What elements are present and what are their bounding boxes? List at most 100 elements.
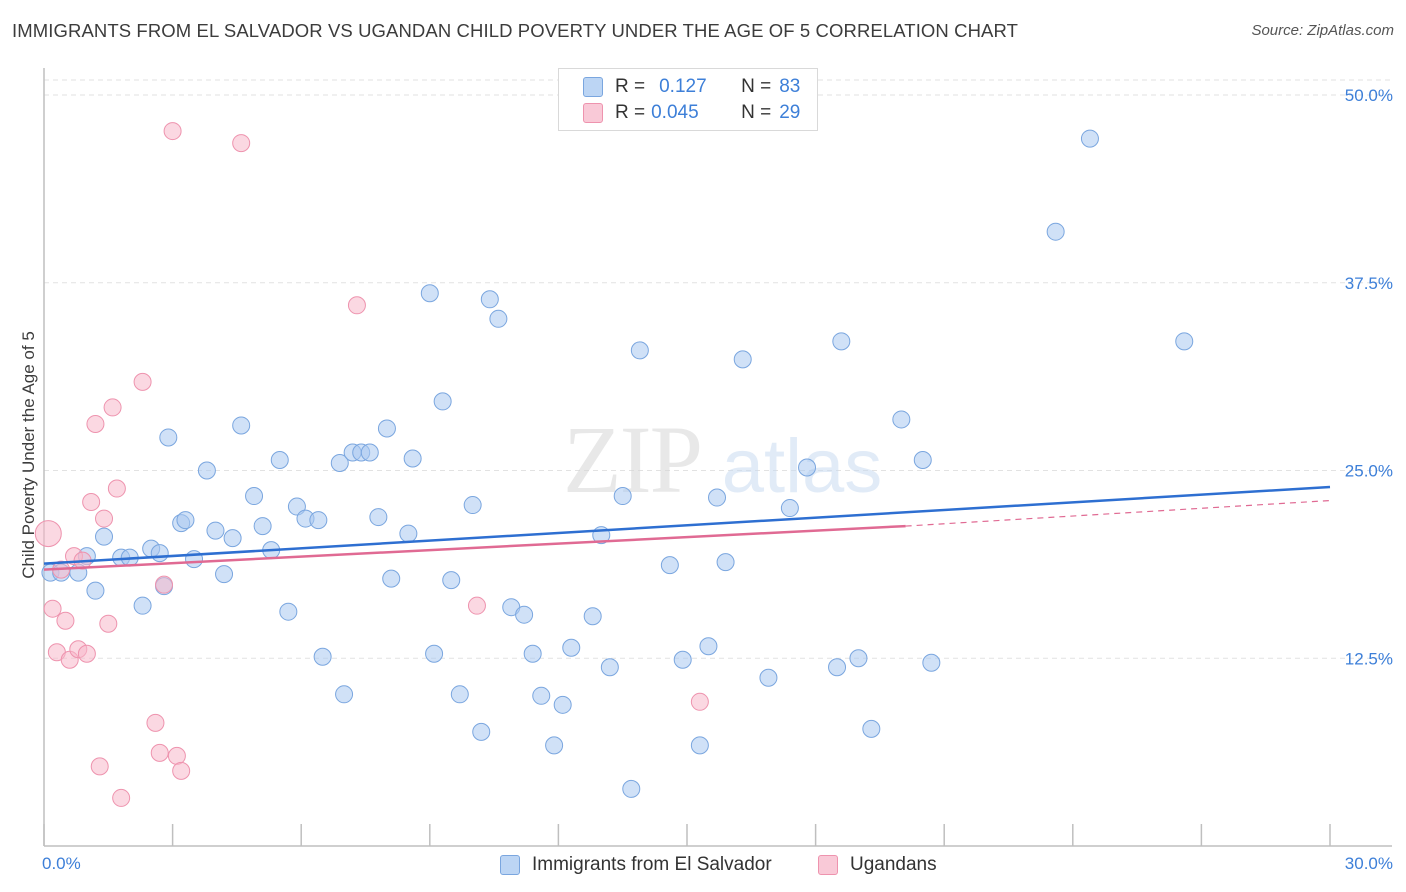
legend-swatch-blue [583,77,603,97]
data-point-ugandans [56,611,75,630]
data-point-ugandans [95,509,114,528]
legend-n-label: N = [741,76,772,97]
data-point-ugandans [107,479,126,498]
data-point-el-salvador [600,658,619,677]
data-point-el-salvador [425,644,444,663]
data-point-el-salvador [562,638,581,657]
legend-row-ugandans: R = 0.045 N = 29 [583,100,800,126]
legend-swatch-blue [500,855,520,875]
data-point-ugandans [155,575,174,594]
data-point-el-salvador [245,487,264,506]
legend-r-value: 0.127 [659,76,707,97]
data-point-el-salvador [1080,129,1099,148]
trend-line-ugandans-extension [905,499,1331,527]
data-point-el-salvador [708,488,727,507]
data-point-ugandans [347,296,366,315]
data-point-el-salvador [780,499,799,518]
y-tick-label: 12.5% [1345,649,1393,668]
data-point-el-salvador [279,602,298,621]
data-point-el-salvador [480,290,499,309]
data-point-el-salvador [442,571,461,590]
y-tick-labels: 12.5% 25.0% 37.5% 50.0% [1345,86,1393,668]
watermark: ZIP atlas [563,406,882,513]
legend-label-el-salvador: Immigrants from El Salvador [532,854,772,875]
data-point-el-salvador [849,649,868,668]
data-point-el-salvador [159,428,178,447]
data-point-ugandans [232,134,251,153]
data-point-el-salvador [1175,332,1194,351]
data-point-el-salvador [313,647,332,666]
data-point-el-salvador [622,779,641,798]
legend-label-ugandans: Ugandans [850,854,937,875]
data-point-el-salvador [420,284,439,303]
data-point-el-salvador [206,521,225,540]
data-point-el-salvador [463,496,482,515]
legend-r-label: R = [615,102,646,123]
data-point-el-salvador [690,736,709,755]
data-point-ugandans [90,757,109,776]
chart-title: IMMIGRANTS FROM EL SALVADOR VS UGANDAN C… [12,20,1019,41]
data-point-el-salvador [232,416,251,435]
data-point-el-salvador [330,454,349,472]
data-point-el-salvador [150,544,169,563]
data-point-el-salvador [515,605,534,624]
data-point-el-salvador [553,695,572,714]
legend-r-value: 0.045 [651,102,699,123]
data-point-el-salvador [673,650,692,669]
data-point-el-salvador [660,556,679,575]
axes [43,68,1392,847]
data-point-el-salvador [369,508,388,527]
data-point-ugandans [167,746,186,765]
trend-line-ugandans [43,524,906,571]
data-point-ugandans [112,788,131,807]
chart-source: Source: ZipAtlas.com [1251,22,1394,39]
stats-legend: R = 0.127 N = 83 R = 0.045 N = 29 [558,68,818,131]
x-tick-label: 0.0% [42,854,81,873]
y-tick-label: 37.5% [1345,274,1393,293]
data-point-el-salvador [832,332,851,351]
data-point-el-salvador [360,443,379,462]
data-point-ugandans [133,372,152,391]
data-point-ugandans [99,614,118,633]
data-point-el-salvador [86,581,105,600]
data-point-el-salvador [922,653,941,672]
data-point-el-salvador [223,529,242,548]
series-ugandans-points [34,122,709,807]
trend-line-el-salvador [43,485,1331,565]
legend-r-label: R = [615,76,646,97]
data-point-el-salvador [613,487,632,506]
data-point-el-salvador [759,668,778,687]
legend-item-ugandans: Ugandans [818,852,937,878]
legend-n-value: 29 [779,102,801,123]
data-point-el-salvador [699,637,718,656]
y-axis-label: Child Poverty Under the Age of 5 [19,331,38,579]
data-point-el-salvador [197,461,216,480]
data-point-el-salvador [733,350,752,369]
x-tick-label: 30.0% [1345,854,1393,873]
data-point-el-salvador [798,458,817,477]
data-point-el-salvador [716,553,735,572]
data-point-ugandans [86,414,105,433]
data-point-el-salvador [630,341,649,360]
data-point-ugandans [43,599,62,618]
data-point-el-salvador [335,685,354,704]
data-point-ugandans [82,493,101,512]
data-point-el-salvador [270,450,289,469]
data-point-el-salvador [472,722,491,741]
data-point-el-salvador [399,524,418,543]
data-point-el-salvador [523,644,542,663]
y-tick-label: 25.0% [1345,462,1393,481]
legend-swatch-pink [583,103,603,123]
data-point-el-salvador [133,596,152,615]
data-point-el-salvador [377,419,396,438]
trend-lines [43,485,1331,571]
legend-n-label: N = [741,102,772,123]
data-point-el-salvador [545,736,564,755]
data-point-el-salvador [892,410,911,429]
data-point-el-salvador [913,450,932,469]
data-point-el-salvador [583,607,602,626]
data-point-el-salvador [215,565,234,584]
data-point-el-salvador [95,527,114,546]
data-point-el-salvador [433,392,452,411]
